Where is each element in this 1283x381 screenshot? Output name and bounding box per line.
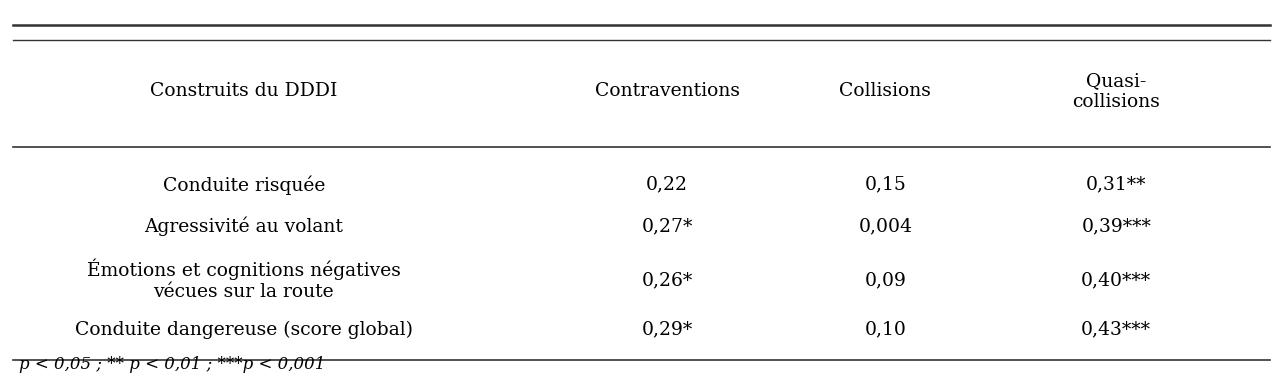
Text: 0,26*: 0,26*: [642, 271, 693, 289]
Text: 0,22: 0,22: [647, 176, 688, 194]
Text: Conduite risquée: Conduite risquée: [163, 175, 325, 195]
Text: 0,09: 0,09: [865, 271, 906, 289]
Text: 0,004: 0,004: [858, 218, 912, 236]
Text: Construits du DDDI: Construits du DDDI: [150, 82, 337, 101]
Text: Conduite dangereuse (score global): Conduite dangereuse (score global): [74, 320, 413, 339]
Text: Émotions et cognitions négatives
vécues sur la route: Émotions et cognitions négatives vécues …: [87, 259, 400, 301]
Text: Collisions: Collisions: [839, 82, 931, 101]
Text: 0,40***: 0,40***: [1082, 271, 1151, 289]
Text: 0,31**: 0,31**: [1085, 176, 1147, 194]
Text: p < 0,05 ; ** p < 0,01 ; ***p < 0,001: p < 0,05 ; ** p < 0,01 ; ***p < 0,001: [19, 355, 326, 373]
Text: 0,15: 0,15: [865, 176, 906, 194]
Text: Quasi-
collisions: Quasi- collisions: [1073, 72, 1160, 111]
Text: Agressivité au volant: Agressivité au volant: [144, 217, 344, 237]
Text: 0,43***: 0,43***: [1082, 320, 1151, 339]
Text: 0,29*: 0,29*: [642, 320, 693, 339]
Text: Contraventions: Contraventions: [594, 82, 740, 101]
Text: 0,10: 0,10: [865, 320, 906, 339]
Text: 0,39***: 0,39***: [1082, 218, 1151, 236]
Text: 0,27*: 0,27*: [642, 218, 693, 236]
